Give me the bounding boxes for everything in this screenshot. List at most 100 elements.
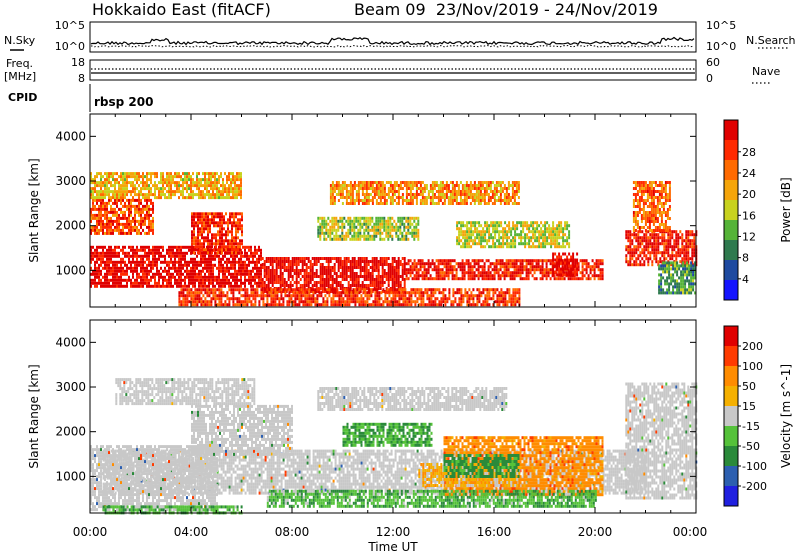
range-gate-cell [92,278,94,282]
range-gate-cell [385,202,388,205]
range-gate-cell [98,281,100,285]
range-gate-cell [497,181,500,184]
range-gate-cell [488,294,491,298]
range-gate-cell [356,288,359,292]
range-gate-cell [457,202,460,205]
range-gate-cell [461,268,464,272]
range-gate-cell [381,187,384,190]
range-gate-cell [184,303,187,307]
range-gate-cell [479,274,482,278]
range-gate-cell [383,260,386,263]
range-gate-cell [217,221,219,225]
range-gate-cell [323,269,326,272]
range-gate-cell [168,187,170,191]
range-gate-cell [116,245,118,249]
range-gate-cell [114,172,116,176]
range-gate-cell [197,215,199,219]
range-gate-cell [287,263,290,266]
range-gate-cell [323,281,326,284]
range-gate-cell [552,252,555,256]
range-gate-cell [419,181,422,184]
range-gate-cell [439,199,442,202]
range-gate-cell [116,269,118,273]
range-gate-cell [365,269,368,272]
range-gate-cell [94,198,96,202]
range-gate-cell [437,271,440,275]
range-gate-cell [200,291,203,295]
range-gate-cell [345,196,348,199]
range-gate-cell [92,272,94,276]
range-gate-cell [288,294,291,298]
range-gate-cell [341,275,344,278]
range-gate-cell [209,212,211,216]
range-gate-cell [234,278,236,282]
range-gate-cell [209,230,211,234]
range-gate-cell [261,278,264,281]
range-gate-cell [357,278,360,281]
range-gate-cell [128,278,130,282]
range-gate-cell [120,175,122,179]
range-gate-cell [413,274,416,278]
range-gate-cell [205,212,207,216]
range-gate-cell [221,233,223,237]
range-gate-cell [464,294,467,298]
range-gate-cell [365,266,368,269]
range-gate-cell [556,255,559,259]
range-gate-cell [514,300,517,304]
range-gate-cell [214,193,216,197]
range-gate-cell [90,225,92,229]
range-gate-cell [260,269,262,273]
range-gate-cell [488,224,491,228]
range-gate-cell [110,196,112,200]
range-gate-cell [229,239,231,243]
range-gate-cell [118,228,120,232]
range-gate-cell [174,190,176,194]
range-gate-cell [461,187,464,190]
range-gate-cell [345,202,348,205]
range-gate-cell [206,181,208,185]
range-gate-cell [188,281,190,285]
range-gate-cell [374,294,377,298]
range-gate-cell [196,294,199,298]
range-gate-cell [576,267,579,271]
range-gate-cell [501,259,504,263]
range-gate-cell [130,172,132,176]
range-gate-cell [465,271,468,275]
range-gate-cell [160,275,162,279]
range-gate-cell [92,178,94,182]
range-gate-cell [509,184,512,187]
range-gate-cell [148,184,150,188]
range-gate-cell [423,271,426,275]
range-gate-cell [277,275,280,278]
range-gate-cell [515,187,518,190]
range-gate-cell [348,303,351,307]
range-gate-cell [168,266,170,270]
range-gate-cell [126,251,128,255]
range-gate-cell [226,175,228,179]
range-gate-cell [225,233,227,237]
range-gate-cell [236,288,239,292]
range-gate-cell [136,269,138,273]
range-gate-cell [234,263,236,267]
range-gate-cell [491,274,494,278]
range-gate-cell [162,190,164,194]
range-gate-cell [411,196,414,199]
range-gate-cell [346,300,349,304]
range-gate-cell [560,270,563,274]
range-gate-cell [168,184,170,188]
range-gate-cell [190,196,192,200]
range-gate-cell [202,281,204,285]
range-gate-cell [373,260,376,263]
range-gate-cell [236,284,238,288]
range-gate-cell [497,268,500,272]
range-gate-cell [463,190,466,193]
range-gate-cell [200,278,202,282]
range-gate-cell [212,281,214,285]
range-gate-cell [212,184,214,188]
range-gate-cell [265,278,268,281]
range-gate-cell [237,221,239,225]
range-gate-cell [483,193,486,196]
range-gate-cell [347,281,350,284]
range-gate-cell [156,266,158,270]
range-gate-cell [331,202,334,205]
